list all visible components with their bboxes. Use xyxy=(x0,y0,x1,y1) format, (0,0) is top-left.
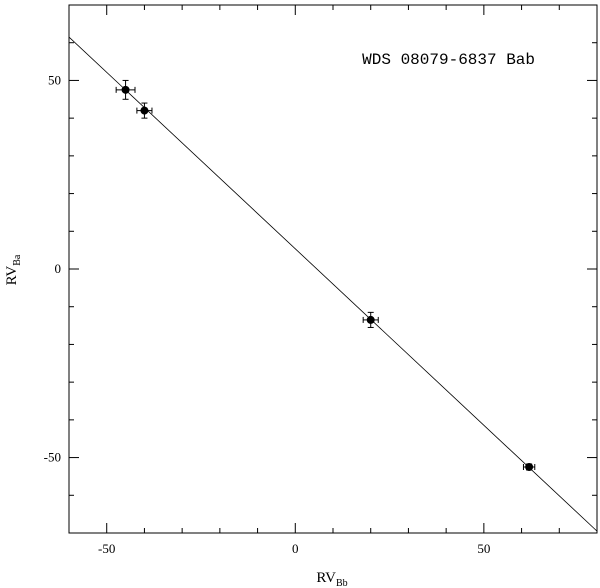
data-point-group xyxy=(362,311,379,328)
chart-title: WDS 08079-6837 Bab xyxy=(362,51,535,69)
data-point xyxy=(140,106,149,115)
y-axis-label-main: RV xyxy=(4,266,20,286)
x-axis-label-sub: Bb xyxy=(336,578,348,588)
fit-line-group xyxy=(68,36,598,532)
data-point-group xyxy=(522,463,536,471)
x-tick-label: 0 xyxy=(292,541,299,556)
x-axis-label-main: RV xyxy=(316,570,336,586)
x-axis-label: RVBb xyxy=(316,570,347,588)
data-point-group xyxy=(115,79,136,100)
x-tick-label: -50 xyxy=(98,541,115,556)
y-tick-label: 50 xyxy=(48,72,61,87)
y-tick-label: -50 xyxy=(44,450,61,465)
data-point xyxy=(121,85,130,94)
y-axis-label: RVBa xyxy=(4,254,23,285)
data-point-group xyxy=(136,102,153,119)
tick-labels: -50 0 50 -50 0 50 xyxy=(44,72,491,556)
data-point xyxy=(366,315,375,324)
y-axis-label-sub: Ba xyxy=(12,254,23,266)
data-point xyxy=(525,463,534,471)
fit-line xyxy=(68,36,598,532)
x-tick-label: 50 xyxy=(477,541,490,556)
plot-frame xyxy=(68,4,598,534)
data-points xyxy=(115,79,536,471)
y-tick-label: 0 xyxy=(55,261,62,276)
axis-ticks xyxy=(68,4,598,534)
